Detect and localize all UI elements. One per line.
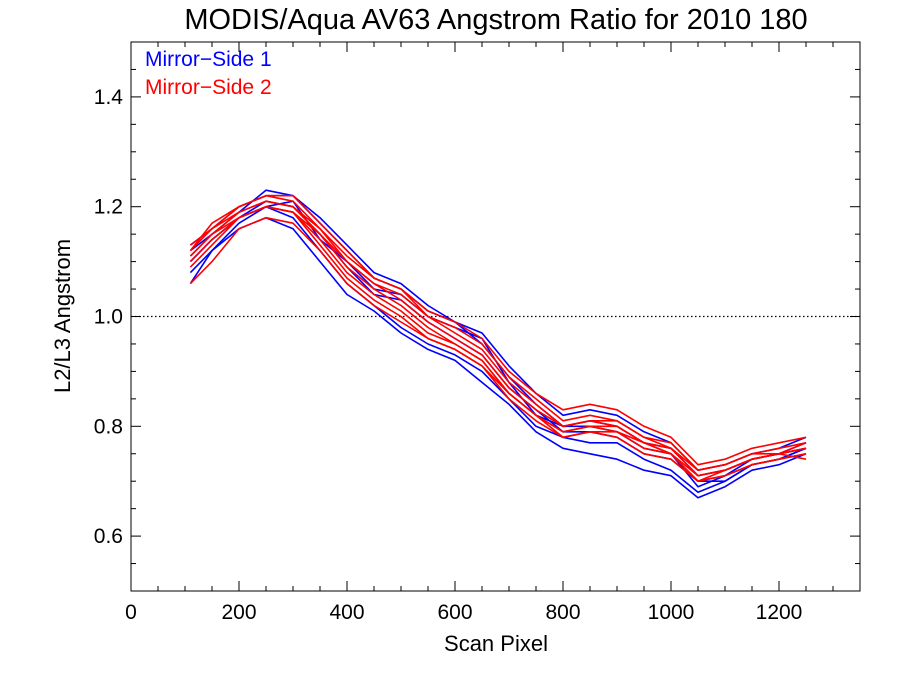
y-tick-label: 0.8 [94, 415, 123, 438]
series-line-1-5 [189, 189, 807, 472]
series-line-1-4 [189, 216, 807, 499]
plot-area: 0 200 400 600 800 1000 1200 0.6 0.8 1.0 1.2 1.4 [94, 41, 861, 624]
y-tick-label: 1.0 [94, 306, 123, 329]
x-tick-label: 200 [221, 601, 256, 624]
series-line-2-3 [189, 205, 807, 483]
series-line-2-5 [189, 194, 807, 466]
legend-entry-mirror-side-2: Mirror−Side 2 [145, 76, 272, 99]
x-tick-label: 1200 [756, 601, 803, 624]
y-tick-label: 1.4 [94, 86, 124, 109]
x-tick-label: 400 [329, 601, 364, 624]
series-line-2-8 [189, 205, 807, 483]
x-tick-label: 800 [545, 601, 580, 624]
x-tick-label: 0 [125, 601, 137, 624]
series-line-2-2 [189, 200, 807, 477]
x-tick-label: 600 [437, 601, 472, 624]
y-tick-label: 1.2 [94, 196, 123, 219]
series-line-2-4 [189, 216, 807, 483]
x-axis-label: Scan Pixel [444, 631, 548, 656]
series-line-1-2 [189, 200, 807, 483]
series-line-1-1 [189, 194, 807, 477]
y-tick-label: 0.6 [94, 525, 123, 548]
y-axis-label: L2/L3 Angstrom [50, 239, 75, 393]
chart-title: MODIS/Aqua AV63 Angstrom Ratio for 2010 … [184, 4, 807, 36]
series-line-1-3 [189, 200, 807, 488]
legend-entry-mirror-side-1: Mirror−Side 1 [145, 48, 272, 71]
series-line-1-6 [189, 205, 807, 494]
x-tick-label: 1000 [648, 601, 695, 624]
series-line-2-1 [189, 194, 807, 472]
series-line-2-6 [189, 205, 807, 477]
series-line-2-7 [189, 200, 807, 472]
